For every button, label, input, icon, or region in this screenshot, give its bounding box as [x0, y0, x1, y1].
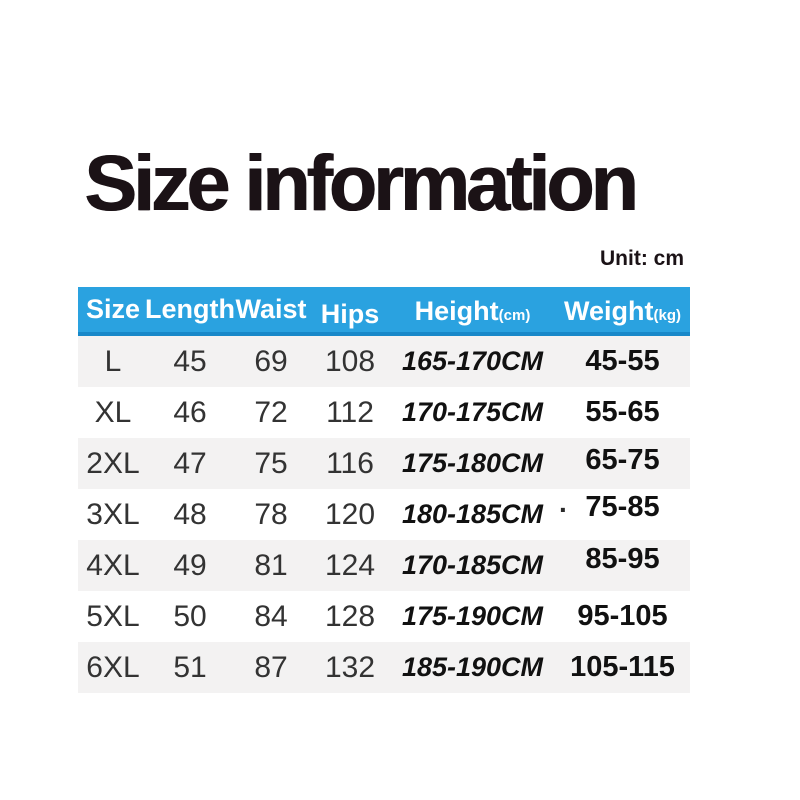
cell-hips: 112	[326, 395, 374, 429]
cell-length: 46	[173, 395, 207, 429]
cell-height: 165-170CM	[401, 346, 544, 376]
column-header-hips: Hips	[310, 292, 390, 337]
cell-hips: 128	[324, 599, 376, 633]
cell-waist: 69	[254, 344, 288, 378]
stray-dot-artifact: .	[559, 487, 567, 518]
column-header-size: Size	[78, 287, 148, 332]
cell-waist: 75	[254, 446, 288, 480]
cell-weight: 65-75	[585, 444, 660, 476]
column-header-unit: (kg)	[653, 307, 682, 324]
cell-size: L	[104, 344, 122, 378]
column-header-length: Length	[145, 287, 235, 332]
column-header-label: Hips	[320, 299, 380, 329]
unit-label: Unit: cm	[600, 247, 684, 270]
cell-height: 185-190CM	[401, 652, 544, 682]
column-header-height: Height (cm)	[390, 289, 555, 334]
cell-length: 50	[173, 599, 207, 633]
table-row: 2XL 47 75 116 175-180CM 65-75	[78, 438, 690, 489]
cell-height: 170-185CM	[401, 550, 544, 580]
cell-height: 175-190CM	[401, 601, 544, 631]
page-title: Size information	[84, 138, 638, 227]
column-header-label: Weight	[564, 296, 654, 326]
cell-size: 3XL	[86, 497, 140, 531]
cell-weight: 105-115	[570, 651, 675, 683]
table-row: 3XL 48 78 120 180-185CM 75-85	[78, 489, 690, 540]
column-header-label: Size	[85, 294, 141, 324]
cell-size: 4XL	[86, 548, 140, 582]
cell-hips: 132	[324, 650, 376, 684]
column-header-weight: Weight (kg)	[555, 289, 690, 334]
column-header-waist: Waist	[232, 287, 310, 332]
cell-waist: 81	[254, 548, 288, 582]
table-row: 6XL 51 87 132 185-190CM 105-115	[78, 642, 690, 693]
table-row: 5XL 50 84 128 175-190CM 95-105	[78, 591, 690, 642]
cell-length: 49	[173, 548, 207, 582]
table-header: Size Length Waist Hips Height (cm) Weight…	[78, 287, 690, 336]
table-row: 4XL 49 81 124 170-185CM 85-95	[78, 540, 690, 591]
cell-height: 175-180CM	[401, 448, 544, 478]
cell-weight: 55-65	[585, 396, 660, 428]
cell-size: XL	[94, 395, 132, 429]
column-header-unit: (cm)	[498, 307, 531, 324]
size-table: Size Length Waist Hips Height (cm) Weight…	[78, 287, 690, 693]
cell-weight: 75-85	[585, 491, 660, 523]
cell-weight: 45-55	[585, 345, 660, 377]
cell-hips: 120	[324, 497, 376, 531]
table-row: L 45 69 108 165-170CM 45-55	[78, 336, 690, 387]
table-row: XL 46 72 112 170-175CM 55-65	[78, 387, 690, 438]
cell-size: 2XL	[86, 446, 140, 480]
cell-size: 6XL	[86, 650, 140, 684]
cell-hips: 124	[324, 548, 376, 582]
cell-length: 48	[173, 497, 207, 531]
column-header-label: Length	[145, 294, 235, 324]
column-header-label: Height	[414, 296, 499, 326]
cell-waist: 84	[254, 599, 288, 633]
cell-waist: 87	[254, 650, 288, 684]
cell-hips: 116	[326, 446, 374, 480]
cell-hips: 108	[324, 344, 376, 378]
cell-size: 5XL	[86, 599, 140, 633]
cell-height: 180-185CM	[401, 499, 544, 529]
column-header-label: Waist	[235, 294, 307, 324]
cell-length: 45	[173, 344, 207, 378]
cell-length: 47	[173, 446, 207, 480]
cell-waist: 78	[254, 497, 288, 531]
cell-waist: 72	[254, 395, 288, 429]
cell-weight: 85-95	[585, 543, 660, 575]
cell-weight: 95-105	[577, 600, 668, 632]
cell-height: 170-175CM	[401, 397, 544, 427]
cell-length: 51	[173, 650, 207, 684]
